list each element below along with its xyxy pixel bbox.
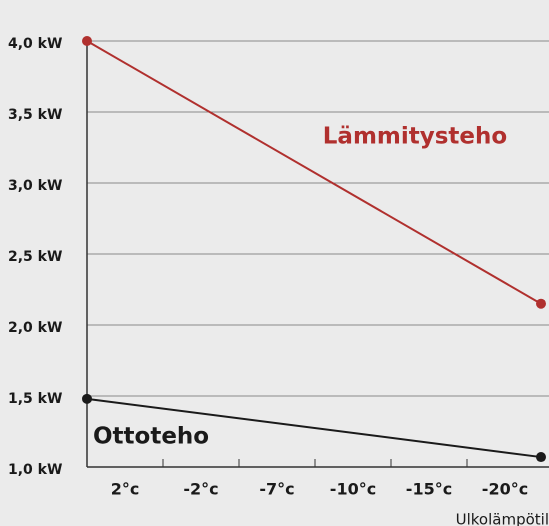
series-label: Ottoteho xyxy=(93,424,209,450)
x-tick-label: -7°c xyxy=(259,480,294,499)
x-tick-label: 2°c xyxy=(111,480,140,499)
x-tick-label: -10°c xyxy=(330,480,376,499)
data-point xyxy=(82,393,92,404)
data-point xyxy=(536,298,546,309)
x-tick-label: -15°c xyxy=(406,480,452,499)
x-tick-label: -2°c xyxy=(183,480,218,499)
y-tick-label: 2,0 kW xyxy=(8,320,62,336)
data-point xyxy=(82,36,92,46)
x-tick-label: -20°c xyxy=(482,480,528,499)
data-point xyxy=(536,452,546,463)
y-tick-label: 1,5 kW xyxy=(8,391,62,407)
series-line xyxy=(86,397,542,459)
series-line xyxy=(86,40,542,305)
y-tick-label: 3,5 kW xyxy=(8,107,62,123)
y-tick-label: 4,0 kW xyxy=(8,36,62,52)
series-label: Lämmitysteho xyxy=(323,124,507,150)
y-tick-label: 2,5 kW xyxy=(8,249,62,265)
y-tick-label: 1,0 kW xyxy=(8,462,62,478)
x-axis-label: Ulkolämpötil xyxy=(456,511,549,526)
y-tick-label: 3,0 kW xyxy=(8,178,62,194)
